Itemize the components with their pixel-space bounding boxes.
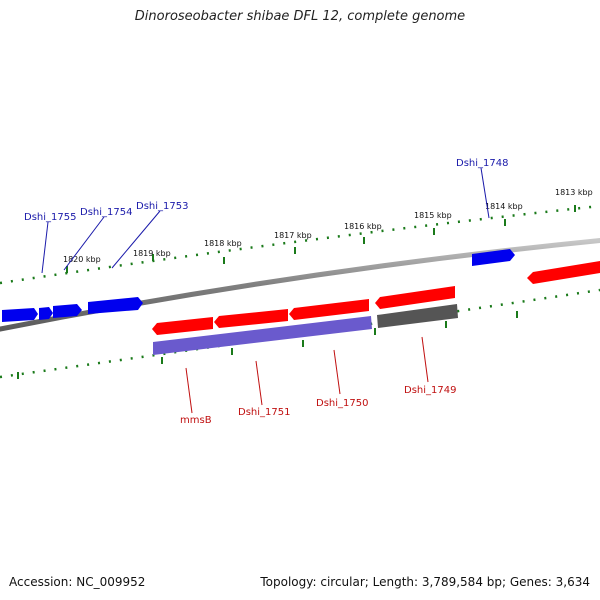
inner-band-genes	[153, 304, 458, 355]
outer-label-leaders	[41, 167, 490, 274]
gene-arrow-blue-dshi-1748[interactable]	[472, 249, 515, 266]
forward-strand-genes	[152, 261, 600, 335]
gene-arrow-red-mmsb[interactable]	[152, 317, 213, 335]
ruler-label-1814: 1814 kbp	[485, 202, 523, 211]
gene-arrow-red[interactable]	[527, 261, 600, 284]
ruler-label-1815: 1815 kbp	[414, 211, 452, 220]
gene-label-dshi-1754[interactable]: Dshi_1754	[80, 207, 132, 218]
gene-arrow-blue[interactable]	[88, 297, 143, 314]
ruler-label-1813: 1813 kbp	[555, 188, 593, 197]
gene-bar-purple[interactable]	[153, 316, 372, 355]
accession-text: Accession: NC_009952	[9, 575, 146, 589]
map-title: Dinoroseobacter shibae DFL 12, complete …	[134, 9, 466, 24]
ruler-label-1819: 1819 kbp	[133, 249, 171, 258]
reverse-strand-genes	[2, 249, 515, 322]
inner-ruler-major-ticks	[17, 311, 518, 379]
ruler-label-1820: 1820 kbp	[63, 255, 101, 264]
gene-arrow-blue[interactable]	[53, 304, 82, 318]
gene-label-dshi-1751[interactable]: Dshi_1751	[238, 407, 290, 418]
gene-arrow-red-dshi-1751[interactable]	[214, 309, 288, 328]
gene-arrow-blue[interactable]	[39, 307, 53, 320]
inner-label-leaders	[185, 336, 429, 414]
gene-arrow-red-dshi-1750[interactable]	[289, 299, 369, 320]
ruler-label-1818: 1818 kbp	[204, 239, 242, 248]
gene-arrow-red-dshi-1749[interactable]	[375, 286, 455, 309]
gene-label-mmsb[interactable]: mmsB	[180, 415, 212, 426]
gene-label-dshi-1755[interactable]: Dshi_1755	[24, 212, 76, 223]
ruler-label-1817: 1817 kbp	[274, 231, 312, 240]
genome-backbone	[0, 237, 600, 332]
outer-ruler-major-ticks	[66, 205, 576, 273]
gene-label-dshi-1750[interactable]: Dshi_1750	[316, 398, 368, 409]
gene-bar-gray[interactable]	[377, 304, 458, 328]
genome-stats-text: Topology: circular; Length: 3,789,584 bp…	[260, 575, 590, 589]
ruler-label-1816: 1816 kbp	[344, 222, 382, 231]
gene-arrow-blue[interactable]	[2, 308, 38, 322]
gene-label-dshi-1749[interactable]: Dshi_1749	[404, 385, 456, 396]
gene-label-dshi-1748[interactable]: Dshi_1748	[456, 158, 508, 169]
gene-label-dshi-1753[interactable]: Dshi_1753	[136, 201, 188, 212]
